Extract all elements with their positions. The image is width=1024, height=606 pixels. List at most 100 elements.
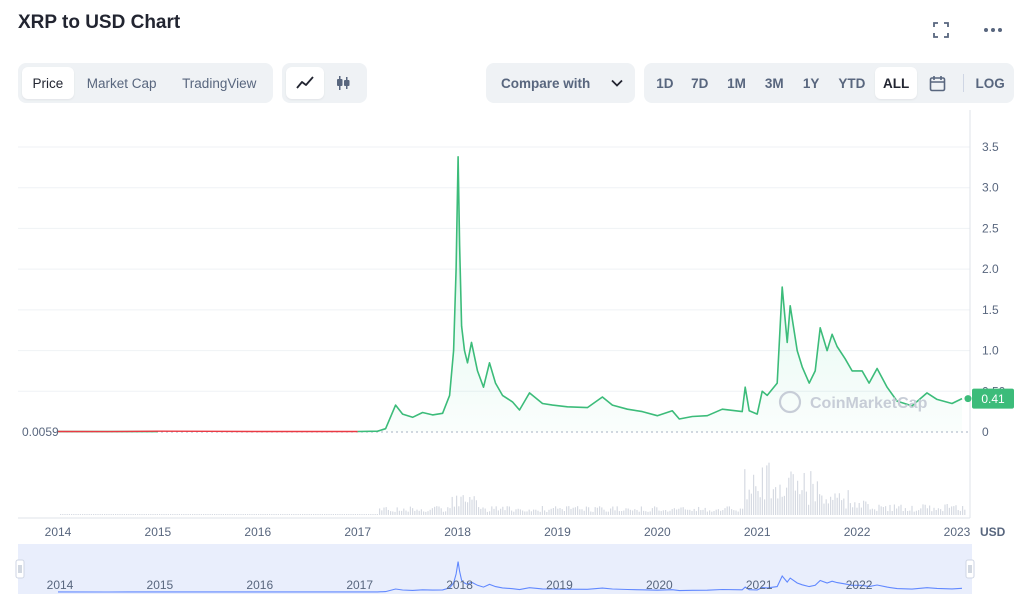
volume-bar: [304, 514, 306, 515]
volume-bar: [154, 514, 156, 515]
volume-bar: [216, 514, 218, 515]
volume-bar: [128, 514, 130, 515]
fullscreen-icon[interactable]: [929, 18, 953, 42]
volume-bar: [926, 508, 928, 515]
price-line: [357, 156, 963, 433]
range-7d[interactable]: 7D: [691, 75, 709, 91]
volume-bar: [106, 514, 108, 515]
volume-bar: [592, 511, 594, 515]
volume-bar: [552, 508, 554, 515]
range-1m[interactable]: 1M: [727, 75, 746, 91]
range-1d[interactable]: 1D: [656, 75, 674, 91]
line-chart-icon[interactable]: [286, 67, 324, 99]
volume-bar: [643, 510, 645, 515]
volume-bar: [777, 498, 779, 515]
data-point: [757, 413, 758, 414]
range-1y[interactable]: 1Y: [802, 75, 820, 91]
volume-bar: [823, 503, 825, 515]
y-tick-label: 1.0: [982, 344, 999, 358]
chart-tabs: Price Market Cap TradingView: [18, 63, 273, 103]
volume-bar: [513, 511, 515, 515]
candlestick-icon[interactable]: [324, 67, 362, 99]
volume-bar: [537, 510, 539, 515]
volume-bar: [559, 508, 561, 515]
volume-bar: [865, 501, 867, 515]
volume-bar: [594, 507, 596, 515]
volume-bar: [896, 508, 898, 515]
price-chart[interactable]: 3.53.02.52.01.51.00.5000.00590.41CoinMar…: [0, 110, 1024, 606]
volume-bar: [546, 511, 548, 515]
volume-bar: [145, 514, 147, 515]
volume-bar: [473, 496, 475, 515]
data-point: [461, 326, 462, 327]
volume-bar: [262, 514, 264, 515]
volume-bar: [348, 514, 350, 515]
range-ytd[interactable]: YTD: [838, 75, 866, 91]
volume-bar: [660, 511, 662, 515]
tab-price[interactable]: Price: [22, 67, 74, 99]
volume-bar: [735, 510, 737, 515]
volume-bar: [453, 506, 455, 515]
tab-tradingview[interactable]: TradingView: [182, 75, 257, 91]
range-all[interactable]: ALL: [874, 67, 918, 99]
volume-bar: [577, 506, 579, 515]
x-tick-label: 2020: [644, 525, 671, 539]
volume-bar: [167, 514, 169, 515]
volume-bar: [73, 514, 75, 515]
volume-bar: [706, 511, 708, 515]
data-point: [679, 418, 680, 419]
volume-bar: [64, 514, 66, 515]
volume-bar: [687, 509, 689, 515]
volume-bar: [616, 506, 618, 515]
chart-type-toggle: [282, 63, 367, 103]
navigator-tick-label: 2015: [147, 578, 174, 592]
volume-bar: [746, 499, 748, 515]
volume-bar: [904, 508, 906, 515]
data-point: [936, 399, 937, 400]
tab-market-cap[interactable]: Market Cap: [86, 75, 157, 91]
volume-bar: [623, 510, 625, 515]
volume-bar: [508, 506, 510, 515]
volume-bar: [682, 507, 684, 515]
volume-bar: [550, 508, 552, 515]
price-area: [58, 156, 962, 433]
y-tick-label: 2.0: [982, 262, 999, 276]
volume-bar: [418, 510, 420, 515]
volume-bar: [115, 514, 117, 515]
more-options-icon[interactable]: [981, 18, 1005, 42]
volume-bar: [596, 507, 598, 515]
data-point: [777, 383, 778, 384]
data-point: [464, 350, 465, 351]
volume-bar: [676, 509, 678, 515]
volume-bar: [607, 511, 609, 515]
data-point: [512, 401, 513, 402]
volume-bar: [264, 514, 266, 515]
chevron-down-icon: [611, 79, 623, 87]
navigator-handle-left[interactable]: [15, 559, 25, 579]
volume-bar: [104, 514, 106, 515]
volume-bar: [159, 514, 161, 515]
volume-bar: [196, 514, 198, 515]
data-point: [961, 398, 962, 399]
range-3m[interactable]: 3M: [764, 75, 784, 91]
volume-bar: [467, 502, 469, 515]
navigator-handle-right[interactable]: [965, 559, 975, 579]
navigator-line: [57, 561, 963, 593]
volume-bar: [75, 514, 77, 515]
volume-bar: [764, 499, 766, 515]
start-price-label: 0.0059: [22, 425, 59, 439]
volume-bar: [878, 504, 880, 515]
volume-bar: [524, 511, 526, 515]
volume-bar: [627, 508, 629, 515]
volume-bar: [783, 495, 785, 515]
volume-bar: [394, 511, 396, 515]
volume-bar: [656, 507, 658, 515]
volume-bar: [354, 514, 356, 515]
volume-bar: [957, 510, 959, 515]
volume-bar: [66, 514, 68, 515]
calendar-icon[interactable]: [917, 67, 957, 99]
compare-with-dropdown[interactable]: Compare with: [486, 63, 635, 103]
volume-bar: [854, 502, 856, 515]
log-scale-toggle[interactable]: LOG: [975, 75, 1005, 91]
volume-bar: [779, 484, 781, 515]
